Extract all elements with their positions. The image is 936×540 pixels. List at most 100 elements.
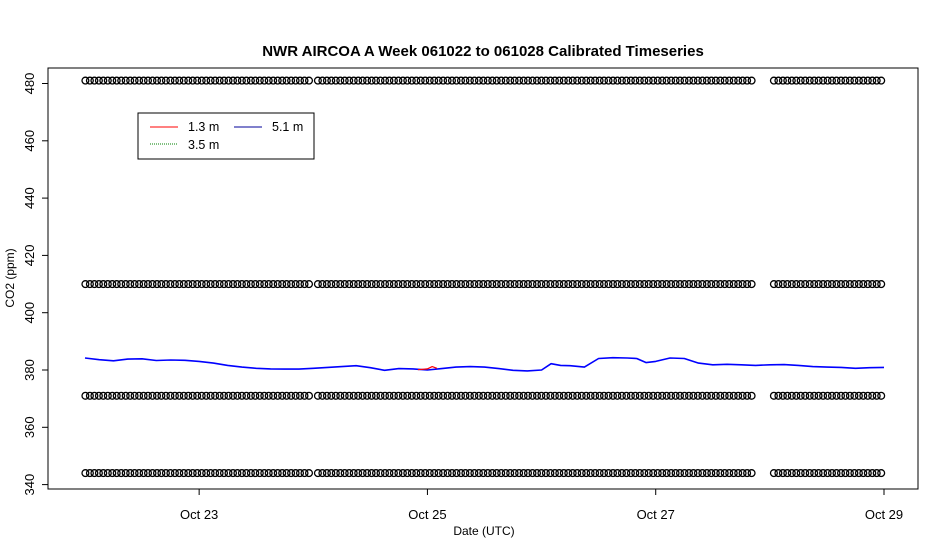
calibration-point xyxy=(211,280,220,289)
calibration-point xyxy=(197,280,206,289)
calibration-point xyxy=(823,469,832,478)
calibration-point xyxy=(130,391,139,400)
calibration-point xyxy=(367,280,376,289)
calibration-point xyxy=(483,391,492,400)
calibration-point xyxy=(157,76,166,85)
calibration-point xyxy=(269,469,278,478)
calibration-point xyxy=(166,280,175,289)
calibration-point xyxy=(497,469,506,478)
calibration-point xyxy=(577,76,586,85)
calibration-point xyxy=(143,469,153,478)
calibration-point xyxy=(94,391,103,400)
calibration-point xyxy=(103,280,112,289)
calibration-point xyxy=(143,76,153,85)
legend: 1.3 m 3.5 m 5.1 m xyxy=(137,112,315,160)
calibration-point xyxy=(582,76,591,85)
calibration-point xyxy=(488,391,497,400)
calibration-point xyxy=(604,469,613,478)
calibration-point xyxy=(599,280,609,289)
calibration-point xyxy=(112,280,121,289)
calibration-point xyxy=(242,76,251,85)
calibration-point xyxy=(537,391,546,400)
calibration-point xyxy=(461,280,470,289)
calibration-point xyxy=(246,76,255,85)
calibration-point xyxy=(546,391,555,400)
calibration-point xyxy=(380,391,390,400)
calibration-point xyxy=(827,469,837,478)
calibration-point xyxy=(443,280,452,289)
calibration-point xyxy=(479,469,488,478)
calibration-point xyxy=(689,391,698,400)
calibration-point xyxy=(528,280,537,289)
calibration-point xyxy=(667,469,676,478)
calibration-point xyxy=(188,76,197,85)
calibration-point xyxy=(318,76,327,85)
calibration-point xyxy=(613,280,622,289)
calibration-point xyxy=(774,391,783,400)
calibration-point xyxy=(573,469,582,478)
chart-title: NWR AIRCOA A Week 061022 to 061028 Calib… xyxy=(262,43,704,60)
calibration-point xyxy=(421,280,430,289)
calibration-point xyxy=(161,391,170,400)
calibration-point xyxy=(769,76,778,85)
calibration-point xyxy=(430,76,439,85)
calibration-point xyxy=(510,76,519,85)
calibration-point xyxy=(228,76,238,85)
calibration-point xyxy=(233,280,242,289)
calibration-point xyxy=(452,280,461,289)
calibration-point xyxy=(859,76,868,85)
calibration-point xyxy=(863,391,872,400)
calibration-point xyxy=(868,391,877,400)
calibration-point xyxy=(774,280,783,289)
calibration-point xyxy=(792,391,801,400)
calibration-point xyxy=(488,280,497,289)
calibration-point xyxy=(743,76,752,85)
calibration-point xyxy=(823,391,832,400)
calibration-point xyxy=(269,280,278,289)
calibration-point xyxy=(99,469,108,478)
calibration-point xyxy=(389,391,398,400)
calibration-point xyxy=(135,469,144,478)
calibration-point xyxy=(671,469,680,478)
calibration-point xyxy=(416,76,425,85)
calibration-point xyxy=(787,469,796,478)
calibration-point xyxy=(559,76,568,85)
calibration-point xyxy=(126,469,135,478)
calibration-point xyxy=(389,469,398,478)
calibration-point xyxy=(242,469,251,478)
calibration-point xyxy=(488,469,497,478)
calibration-point xyxy=(246,469,255,478)
calibration-point xyxy=(519,280,528,289)
calibration-point xyxy=(877,280,886,289)
calibration-point xyxy=(810,76,819,85)
calibration-point xyxy=(631,76,640,85)
calibration-point xyxy=(671,391,680,400)
calibration-point xyxy=(667,391,676,400)
calibration-point xyxy=(550,280,559,289)
calibration-point xyxy=(532,469,542,478)
calibration-point xyxy=(304,280,314,289)
calibration-point xyxy=(219,391,229,400)
calibration-point xyxy=(778,469,787,478)
calibration-point xyxy=(537,469,546,478)
calibration-point xyxy=(559,280,568,289)
calibration-point xyxy=(358,391,367,400)
calibration-point xyxy=(456,469,466,478)
calibration-point xyxy=(394,280,403,289)
calibration-point xyxy=(175,469,184,478)
calibration-point xyxy=(519,76,528,85)
calibration-point xyxy=(711,469,720,478)
calibration-point xyxy=(546,280,555,289)
calibration-point xyxy=(774,469,783,478)
calibration-point xyxy=(461,76,470,85)
calibration-point xyxy=(684,280,694,289)
calibration-point xyxy=(796,469,805,478)
calibration-point xyxy=(246,280,255,289)
calibration-point xyxy=(599,76,609,85)
calibration-point xyxy=(260,391,269,400)
calibration-point xyxy=(313,391,322,400)
calibration-point xyxy=(421,469,430,478)
calibration-point xyxy=(743,280,752,289)
calibration-point xyxy=(801,391,810,400)
calibration-point xyxy=(729,469,738,478)
